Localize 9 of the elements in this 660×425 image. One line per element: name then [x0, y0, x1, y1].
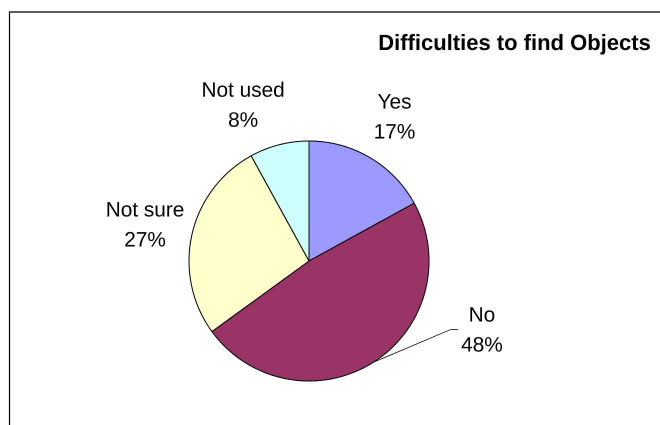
data-label: 17%	[375, 124, 415, 139]
data-label: 8%	[229, 112, 258, 127]
chart-title: Difficulties to find Objects	[380, 34, 650, 55]
slice-label: Not sure	[107, 202, 184, 217]
data-label: 27%	[125, 232, 166, 247]
data-label: 48%	[462, 337, 502, 352]
slice-label: Yes	[378, 94, 411, 109]
slice-label: No	[470, 307, 494, 322]
slice-label: Not used	[203, 82, 284, 97]
